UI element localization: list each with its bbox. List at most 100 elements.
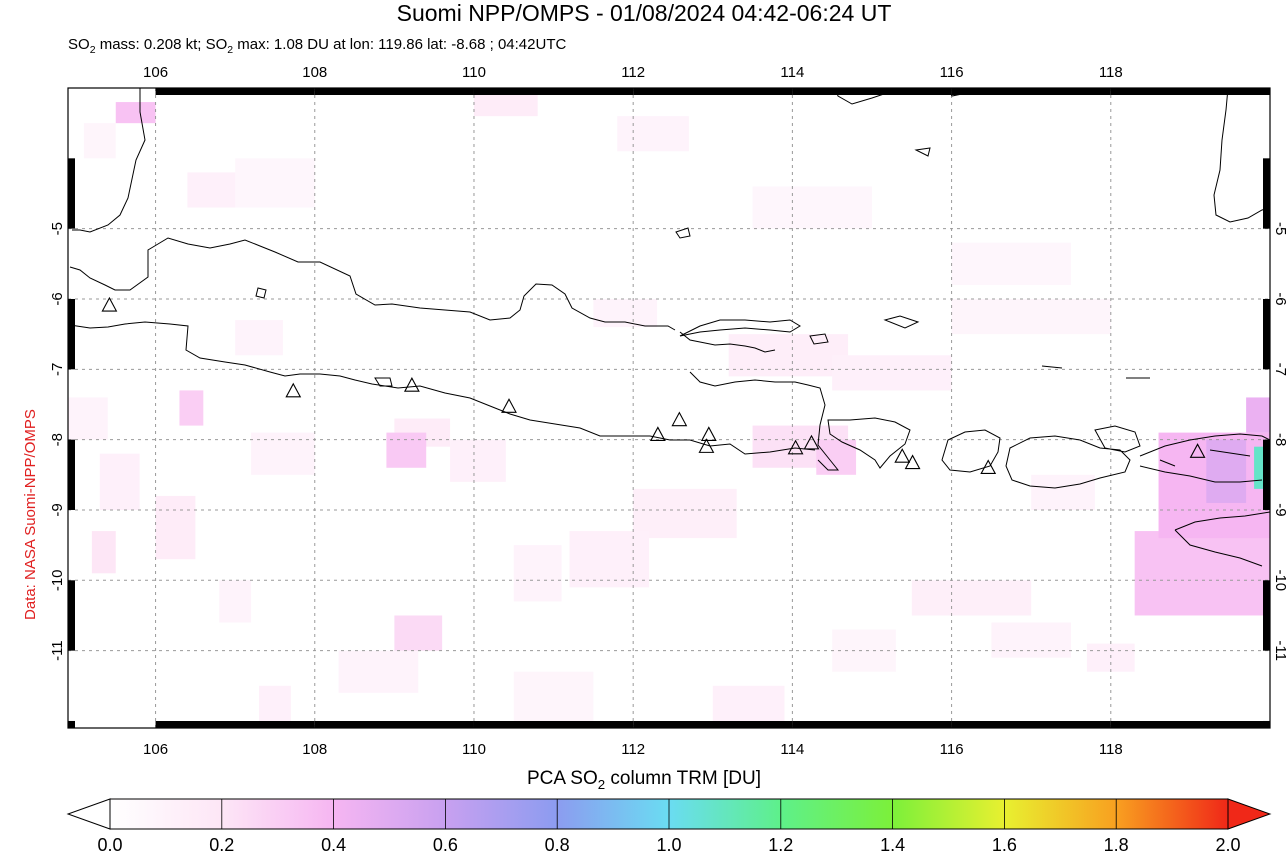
frame-band [68,439,75,510]
lon-tick-label-bottom: 110 [462,741,486,758]
lon-tick-label-top: 118 [1099,64,1123,81]
coastline-sumbawa [1005,425,1141,489]
lon-tick-label-top: 112 [621,64,645,81]
so2-pixel [1031,474,1095,510]
colorbar-tick-label: 0.2 [209,835,234,855]
colorbar-title: PCA SO2 column TRM [DU] [0,768,1288,796]
frame-band [1263,158,1270,229]
so2-pixel [394,615,443,651]
frame-band [473,88,634,95]
coastline-sumatra [72,88,146,233]
so2-pixel [513,545,562,602]
coastline-sumba [1174,511,1270,567]
triangle-icon [101,296,118,312]
frame-band [314,88,474,95]
frame-band [1263,298,1270,370]
lat-tick-label-left: -10 [49,569,66,591]
colorbar-tick-label: 1.8 [1104,835,1129,855]
so2-pixel [951,298,1111,335]
lat-tick-label-right: -6 [1272,292,1288,305]
map-title: Suomi NPP/OMPS - 01/08/2024 04:42-06:24 … [396,0,892,26]
lat-tick-label-right: -9 [1272,503,1288,516]
so2-pixel [712,685,785,728]
lat-tick-label-left: -6 [49,292,66,305]
triangle-icon [1189,443,1206,458]
frame-band [155,88,315,95]
lat-tick-label-left: -11 [49,640,66,661]
so2-pixel [911,580,1032,616]
so2-pixel [1246,397,1270,433]
so2-pixel [235,158,315,208]
so2-pixel [235,320,283,356]
triangle-icon [671,411,688,427]
frame-band [792,721,952,728]
lon-tick-label-bottom: 112 [621,741,645,758]
so2-pixel [450,439,506,482]
so2-pixel [569,531,650,588]
triangle-icon [803,434,820,450]
coastline-flores [1139,433,1270,483]
frame-band [473,721,634,728]
triangle-icon [787,439,804,455]
frame-band [68,720,75,728]
lat-tick-label-right: -5 [1272,222,1288,235]
lat-tick-label-right: -7 [1272,363,1288,376]
coastline-bali [827,417,911,469]
lon-tick-label-bottom: 114 [780,741,804,758]
colorbar-tick-label: 0.8 [545,835,570,855]
colorbar-tick-label: 1.6 [992,835,1017,855]
so2-mass-prefix: SO [68,36,90,53]
so2-pixel [338,650,419,693]
so2-max-text: max: 1.08 DU at lon: 119.86 lat: -8.68 ;… [233,36,567,53]
colorbar-tick-label: 0.4 [321,835,346,855]
so2-pixel [91,531,116,574]
frame-band [1110,88,1270,95]
lat-tick-label-right: -8 [1272,433,1288,446]
lon-tick-label-bottom: 118 [1099,741,1123,758]
triangle-icon [894,448,911,463]
lon-tick-label-top: 106 [143,64,168,81]
lat-tick-label-left: -8 [49,433,66,446]
so2-pixel [83,123,116,159]
colorbar-tick-label: 1.0 [656,835,681,855]
so2-pixel [593,298,658,328]
so2-pixel [155,495,196,560]
so2-pixel [115,102,156,124]
lon-tick-label-bottom: 106 [143,741,168,758]
lon-tick-label-top: 110 [462,64,486,81]
so2-subscript: 2 [89,44,96,56]
map-frame-ticks [68,88,1270,728]
coastline-java-north [69,237,676,331]
coastline-east-java [679,331,840,471]
triangle-icon [980,459,997,475]
so2-pixel-layer [68,95,1270,728]
so2-pixel [617,116,689,152]
frame-band [68,580,75,651]
triangle-icon [403,377,420,392]
lat-tick-label-left: -7 [49,363,66,376]
so2-pixel [179,390,204,426]
colorbar-tick-label: 0.6 [433,835,458,855]
frame-band [1263,580,1270,651]
so2-pixel [473,95,538,117]
triangle-icon [501,398,517,413]
so2-pixel [68,397,108,440]
colorbar-tick-label: 1.4 [880,835,905,855]
lat-tick-label-right: -11 [1272,640,1288,661]
so2-summary: SO2 mass: 0.208 kt; SO2 max: 1.08 DU at … [68,36,566,59]
frame-band [1110,721,1270,728]
so2-pixel [951,242,1071,285]
lat-tick-label-left: -9 [49,503,66,516]
triangle-icon [698,438,715,453]
so2-pixel [99,453,140,510]
colorbar-title-rest: column TRM [DU] [605,768,762,789]
lon-tick-label-bottom: 116 [940,741,964,758]
frame-band [633,721,793,728]
so2-pixel [832,629,896,672]
coastline-sulawesi [1213,88,1270,223]
frame-band [633,88,793,95]
triangle-icon [904,454,921,470]
so2-pixel [386,432,427,468]
so2-pixel [1134,531,1270,616]
